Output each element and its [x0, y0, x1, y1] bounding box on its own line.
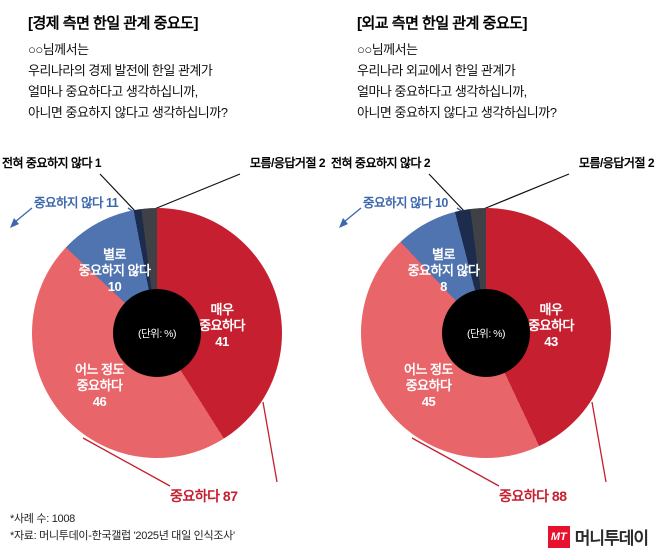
slice-label-line: 별로: [432, 246, 455, 262]
center-unit-label: (단위: %): [113, 289, 201, 377]
pie-economy: 매우 중요하다 41 어느 정도 중요하다 46 별로 중요하지 않다 10 (…: [32, 208, 282, 458]
publisher-name: 머니투데이: [574, 529, 649, 548]
slice-label-not-very-important: 별로 중요하지 않다 8: [408, 247, 480, 295]
question-line: ○○님께서는: [357, 42, 418, 57]
slice-label-somewhat-important: 어느 정도 중요하다 46: [75, 362, 124, 410]
slice-label-line: 중요하지 않다: [407, 262, 480, 278]
source-notes: *사례 수: 1008 *자료: 머니투데이-한국갤럽 '2025년 대일 인식…: [10, 511, 235, 545]
pie-diplomacy: 매우 중요하다 43 어느 정도 중요하다 45 별로 중요하지 않다 8 (단…: [361, 208, 611, 458]
slice-value: 8: [440, 278, 447, 294]
survey-question-economy: ○○님께서는 우리나라의 경제 발전에 한일 관계가 얼마나 중요하다고 생각하…: [28, 39, 228, 123]
slice-label-very-important: 매우 중요하다 41: [199, 302, 245, 350]
question-line: 아니면 중요하지 않다고 생각하십니까?: [28, 105, 228, 120]
center-unit-label: (단위: %): [442, 289, 530, 377]
label-none-at-all: 전혀 중요하지 않다 2: [331, 156, 431, 170]
publisher-logo: MT 머니투데이: [547, 524, 649, 549]
question-line: 우리나라 외교에서 한일 관계가: [357, 63, 516, 78]
slice-label-line: 중요하다: [199, 317, 245, 333]
pie-chart-area-economy: 전혀 중요하지 않다 1 모름/응답거절 2 중요하지 않다 11 매우 중요하…: [0, 150, 329, 510]
label-dont-know: 모름/응답거절 2: [249, 156, 326, 170]
question-line: 얼마나 중요하다고 생각하십니까,: [28, 84, 198, 99]
question-line: 우리나라의 경제 발전에 한일 관계가: [28, 63, 213, 78]
slice-value: 46: [92, 393, 107, 409]
pie-chart-area-diplomacy: 전혀 중요하지 않다 2 모름/응답거절 2 중요하지 않다 10 매우 중요하…: [329, 150, 658, 510]
label-important-group: 중요하다 87: [170, 488, 238, 504]
panel-diplomacy: [외교 측면 한일 관계 중요도] ○○님께서는 우리나라 외교에서 한일 관계…: [329, 0, 658, 560]
slice-label-line: 어느 정도: [404, 361, 453, 377]
slice-label-line: 매우: [539, 301, 563, 317]
slice-label-line: 어느 정도: [75, 361, 124, 377]
slice-label-line: 별로: [103, 246, 126, 262]
question-line: ○○님께서는: [28, 42, 89, 57]
sample-size-note: *사례 수: 1008: [10, 513, 75, 525]
slice-label-line: 중요하다: [76, 377, 123, 393]
slice-value: 41: [215, 333, 229, 349]
mt-logo-icon: MT: [547, 525, 570, 548]
slice-label-somewhat-important: 어느 정도 중요하다 45: [404, 362, 453, 410]
slice-value: 10: [107, 278, 122, 294]
slice-label-line: 매우: [210, 301, 234, 317]
slice-value: 45: [421, 393, 436, 409]
unit-text: (단위: %): [138, 327, 176, 340]
chart-title-economy: [경제 측면 한일 관계 중요도]: [28, 15, 198, 32]
label-dont-know: 모름/응답거절 2: [578, 156, 655, 170]
question-line: 아니면 중요하지 않다고 생각하십니까?: [357, 105, 557, 120]
question-line: 얼마나 중요하다고 생각하십니까,: [357, 84, 527, 99]
slice-label-line: 중요하다: [528, 317, 574, 333]
slice-label-line: 중요하지 않다: [78, 262, 151, 278]
slice-value: 43: [544, 333, 558, 349]
data-source-note: *자료: 머니투데이-한국갤럽 '2025년 대일 인식조사': [10, 530, 235, 542]
label-important-group: 중요하다 88: [499, 488, 567, 504]
panel-economy: [경제 측면 한일 관계 중요도] ○○님께서는 우리나라의 경제 발전에 한일…: [0, 15, 329, 510]
slice-label-not-very-important: 별로 중요하지 않다 10: [79, 247, 151, 295]
slice-label-very-important: 매우 중요하다 43: [528, 302, 574, 350]
label-none-at-all: 전혀 중요하지 않다 1: [2, 156, 102, 170]
survey-question-diplomacy: ○○님께서는 우리나라 외교에서 한일 관계가 얼마나 중요하다고 생각하십니까…: [357, 39, 557, 123]
chart-title-diplomacy: [외교 측면 한일 관계 중요도]: [357, 15, 527, 32]
label-not-important-group: 중요하지 않다 10: [363, 196, 448, 210]
slice-label-line: 중요하다: [405, 377, 452, 393]
label-not-important-group: 중요하지 않다 11: [34, 196, 119, 210]
unit-text: (단위: %): [467, 327, 505, 340]
